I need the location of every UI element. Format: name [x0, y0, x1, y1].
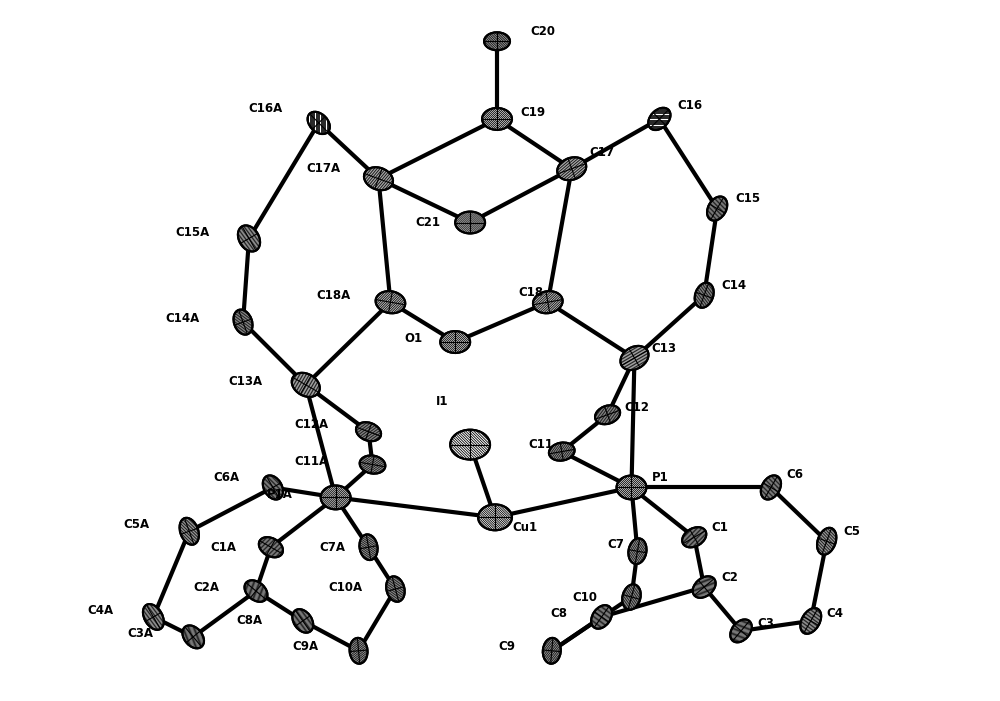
Text: C8: C8: [551, 608, 568, 620]
Ellipse shape: [263, 475, 283, 500]
Text: C5A: C5A: [123, 518, 149, 531]
Ellipse shape: [364, 168, 393, 190]
Ellipse shape: [143, 604, 164, 629]
Text: C11: C11: [528, 438, 553, 451]
Ellipse shape: [244, 580, 267, 602]
Ellipse shape: [308, 111, 330, 134]
Ellipse shape: [376, 291, 405, 313]
Ellipse shape: [695, 283, 714, 308]
Ellipse shape: [800, 608, 821, 634]
Text: C16A: C16A: [249, 102, 283, 116]
Text: C9: C9: [498, 640, 515, 653]
Ellipse shape: [730, 620, 752, 642]
Text: C5: C5: [844, 525, 861, 538]
Text: C2A: C2A: [193, 580, 219, 594]
Text: C13: C13: [651, 341, 676, 355]
Ellipse shape: [591, 605, 612, 629]
Ellipse shape: [238, 226, 260, 252]
Ellipse shape: [360, 456, 385, 474]
Text: C15: C15: [735, 192, 760, 205]
Ellipse shape: [557, 157, 586, 180]
Ellipse shape: [533, 291, 563, 313]
Text: C19: C19: [520, 107, 545, 119]
Text: C17A: C17A: [307, 162, 341, 175]
Ellipse shape: [484, 32, 510, 50]
Ellipse shape: [450, 430, 490, 460]
Text: C20: C20: [530, 25, 555, 38]
Ellipse shape: [440, 331, 470, 353]
Ellipse shape: [543, 638, 561, 664]
Ellipse shape: [617, 475, 646, 499]
Text: I1: I1: [436, 395, 448, 408]
Text: C10: C10: [573, 590, 598, 604]
Ellipse shape: [259, 537, 283, 557]
Text: C3: C3: [757, 618, 774, 630]
Ellipse shape: [817, 528, 836, 554]
Ellipse shape: [356, 422, 381, 441]
Text: C21: C21: [415, 216, 440, 229]
Text: C6A: C6A: [213, 471, 239, 484]
Text: C6: C6: [787, 468, 804, 481]
Ellipse shape: [595, 405, 620, 424]
Text: C18: C18: [518, 286, 543, 299]
Text: C18A: C18A: [316, 289, 351, 301]
Ellipse shape: [455, 212, 485, 233]
Text: C1A: C1A: [210, 540, 236, 554]
Text: P1: P1: [651, 471, 668, 484]
Text: P1A: P1A: [267, 488, 293, 501]
Text: C12: C12: [625, 401, 650, 414]
Ellipse shape: [707, 196, 727, 221]
Text: C4: C4: [827, 608, 844, 620]
Ellipse shape: [359, 534, 378, 560]
Text: C8A: C8A: [237, 614, 263, 627]
Ellipse shape: [180, 518, 199, 545]
Text: C9A: C9A: [293, 640, 319, 653]
Ellipse shape: [620, 346, 649, 370]
Ellipse shape: [478, 505, 512, 530]
Ellipse shape: [292, 373, 320, 397]
Ellipse shape: [350, 638, 368, 664]
Ellipse shape: [234, 310, 253, 334]
Ellipse shape: [682, 527, 706, 547]
Text: C2: C2: [721, 571, 738, 584]
Ellipse shape: [761, 475, 781, 500]
Text: C3A: C3A: [127, 627, 153, 641]
Text: C14: C14: [721, 279, 746, 292]
Text: C1: C1: [711, 521, 728, 533]
Ellipse shape: [482, 108, 512, 130]
Ellipse shape: [292, 609, 313, 633]
Ellipse shape: [693, 576, 716, 598]
Ellipse shape: [628, 538, 647, 564]
Text: O1: O1: [404, 332, 422, 345]
Ellipse shape: [182, 625, 204, 648]
Ellipse shape: [321, 486, 351, 510]
Text: C7: C7: [608, 538, 624, 551]
Text: C10A: C10A: [328, 580, 363, 594]
Text: C16: C16: [677, 100, 702, 112]
Ellipse shape: [648, 108, 671, 130]
Ellipse shape: [622, 585, 641, 610]
Ellipse shape: [549, 442, 575, 461]
Text: Cu1: Cu1: [512, 521, 537, 533]
Text: C11A: C11A: [295, 455, 329, 468]
Text: C15A: C15A: [175, 226, 209, 239]
Ellipse shape: [386, 576, 405, 601]
Text: C14A: C14A: [165, 312, 199, 325]
Text: C12A: C12A: [295, 418, 329, 431]
Text: C7A: C7A: [320, 540, 346, 554]
Text: C13A: C13A: [229, 375, 263, 388]
Text: C17: C17: [590, 147, 615, 159]
Text: C4A: C4A: [87, 604, 114, 618]
